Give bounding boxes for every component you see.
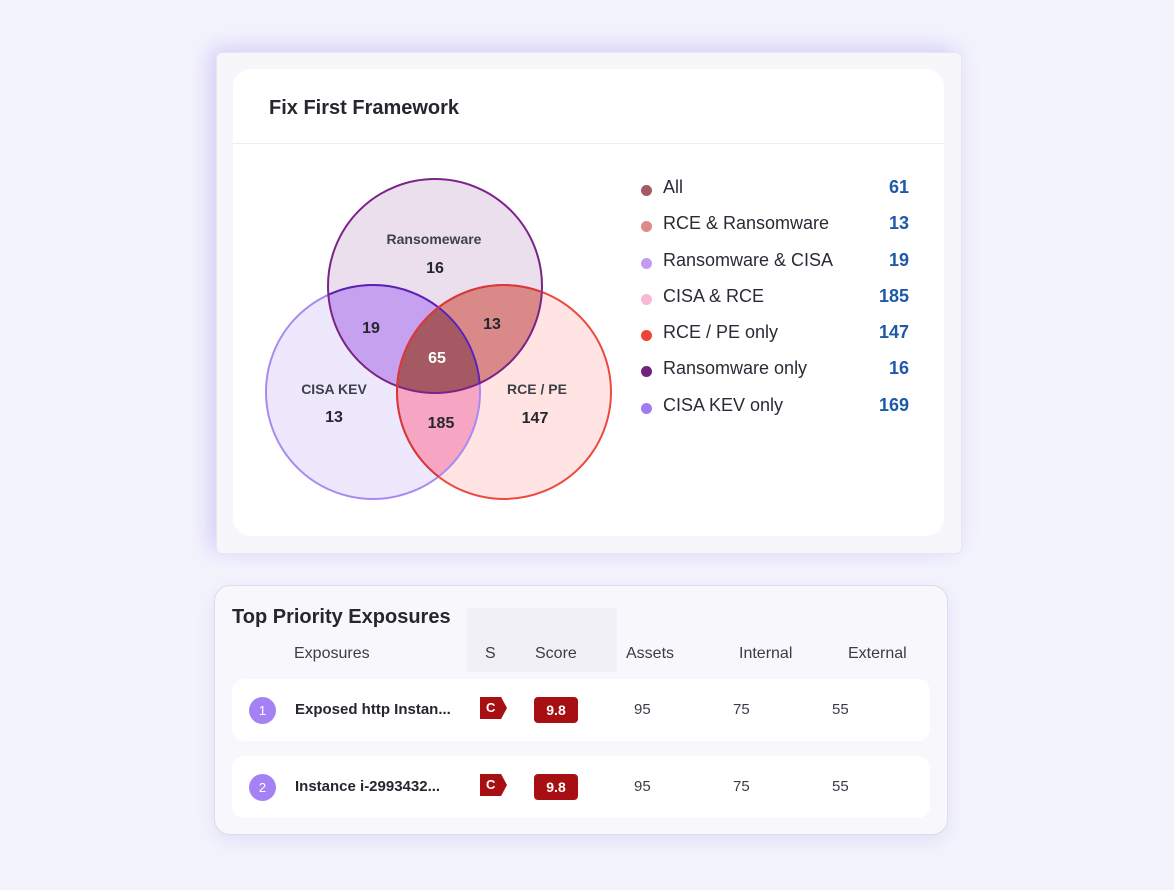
legend-value: 16 [888, 358, 909, 379]
column-header-exposures[interactable]: Exposures [294, 645, 370, 662]
legend-item[interactable]: RCE & Ransomware 13 [641, 213, 909, 249]
internal-value: 75 [733, 778, 750, 795]
venn-label-rce: RCE / PE [507, 381, 567, 397]
severity-tag: C [480, 697, 507, 719]
venn-label-cisa: CISA KEV [301, 381, 367, 397]
legend-label: CISA & RCE [663, 285, 765, 306]
fix-first-framework-card: Fix First Framework [216, 52, 962, 554]
severity-tag: C [480, 774, 507, 796]
legend-dot-icon [641, 221, 652, 233]
legend-item[interactable]: Ransomware & CISA 19 [641, 250, 909, 286]
legend-item[interactable]: All 61 [641, 177, 909, 213]
score-badge: 9.8 [534, 774, 578, 800]
legend-label: Ransomware only [663, 358, 808, 379]
legend-dot-icon [641, 330, 652, 342]
legend-value: 185 [878, 285, 909, 306]
venn-value-ransomware-cisa: 19 [362, 320, 380, 337]
legend-value: 169 [878, 394, 909, 415]
fix-first-framework-panel: Fix First Framework [233, 69, 944, 536]
legend-label: RCE & Ransomware [663, 213, 830, 234]
exposure-name[interactable]: Exposed http Instan... [295, 701, 451, 718]
severity-column-highlight [467, 608, 617, 672]
venn-value-ransomware: 16 [426, 260, 444, 277]
venn-outline-ransomware [327, 178, 543, 394]
legend-item[interactable]: RCE / PE only 147 [641, 322, 909, 358]
legend-dot-icon [641, 257, 652, 269]
legend-value: 61 [888, 177, 909, 197]
venn-value-cisa-rce: 185 [428, 415, 455, 432]
legend-label: All [663, 177, 684, 197]
table-row[interactable]: 1 Exposed http Instan... C 9.8 95 75 55 [232, 679, 930, 741]
top-priority-exposures-card: Top Priority Exposures Exposures S Score… [214, 585, 948, 835]
rank-badge: 1 [249, 697, 276, 724]
venn-diagram: Ransomeware 16 CISA KEV 13 RCE / PE 147 … [265, 178, 612, 500]
legend-value: 147 [878, 322, 909, 343]
venn-region-all[interactable] [397, 285, 611, 499]
legend-label: CISA KEV only [663, 394, 784, 415]
legend-dot-icon [641, 402, 652, 414]
external-value: 55 [832, 701, 849, 718]
legend-value: 13 [888, 213, 909, 234]
legend-label: Ransomware & CISA [663, 249, 834, 270]
external-value: 55 [832, 778, 849, 795]
rank-badge: 2 [249, 774, 276, 801]
venn-value-rce-ransomware: 13 [483, 316, 501, 333]
card-header: Fix First Framework [233, 69, 944, 144]
venn-value-cisa: 13 [325, 409, 343, 426]
venn-value-rce: 147 [522, 410, 549, 427]
internal-value: 75 [733, 701, 750, 718]
column-header-internal[interactable]: Internal [739, 645, 793, 662]
venn-label-ransomware: Ransomeware [387, 231, 482, 247]
legend-value: 19 [888, 249, 909, 270]
venn-inner-outline-rce-cisa [396, 285, 480, 499]
assets-value: 95 [634, 778, 651, 795]
column-header-assets[interactable]: Assets [626, 645, 675, 662]
legend-dot-icon [641, 293, 652, 305]
column-header-external[interactable]: External [848, 645, 907, 662]
score-badge: 9.8 [534, 697, 578, 723]
column-header-severity[interactable]: S [485, 645, 496, 662]
legend-dot-icon [641, 366, 652, 378]
venn-legend: All 61 RCE & Ransomware 13 Ransomware & CISA… [641, 177, 909, 431]
card-title: Fix First Framework [269, 97, 460, 119]
legend-label: RCE / PE only [663, 322, 779, 343]
column-header-score[interactable]: Score [535, 645, 577, 662]
assets-value: 95 [634, 701, 651, 718]
legend-dot-icon [641, 185, 652, 196]
legend-item[interactable]: Ransomware only 16 [641, 358, 909, 394]
exposure-name[interactable]: Instance i-2993432... [295, 778, 441, 795]
legend-item[interactable]: CISA KEV only 169 [641, 395, 909, 431]
exposures-title: Top Priority Exposures [232, 606, 451, 628]
table-row[interactable]: 2 Instance i-2993432... C 9.8 95 75 55 [232, 756, 930, 818]
legend-item[interactable]: CISA & RCE 185 [641, 286, 909, 322]
venn-value-all: 65 [428, 350, 446, 367]
